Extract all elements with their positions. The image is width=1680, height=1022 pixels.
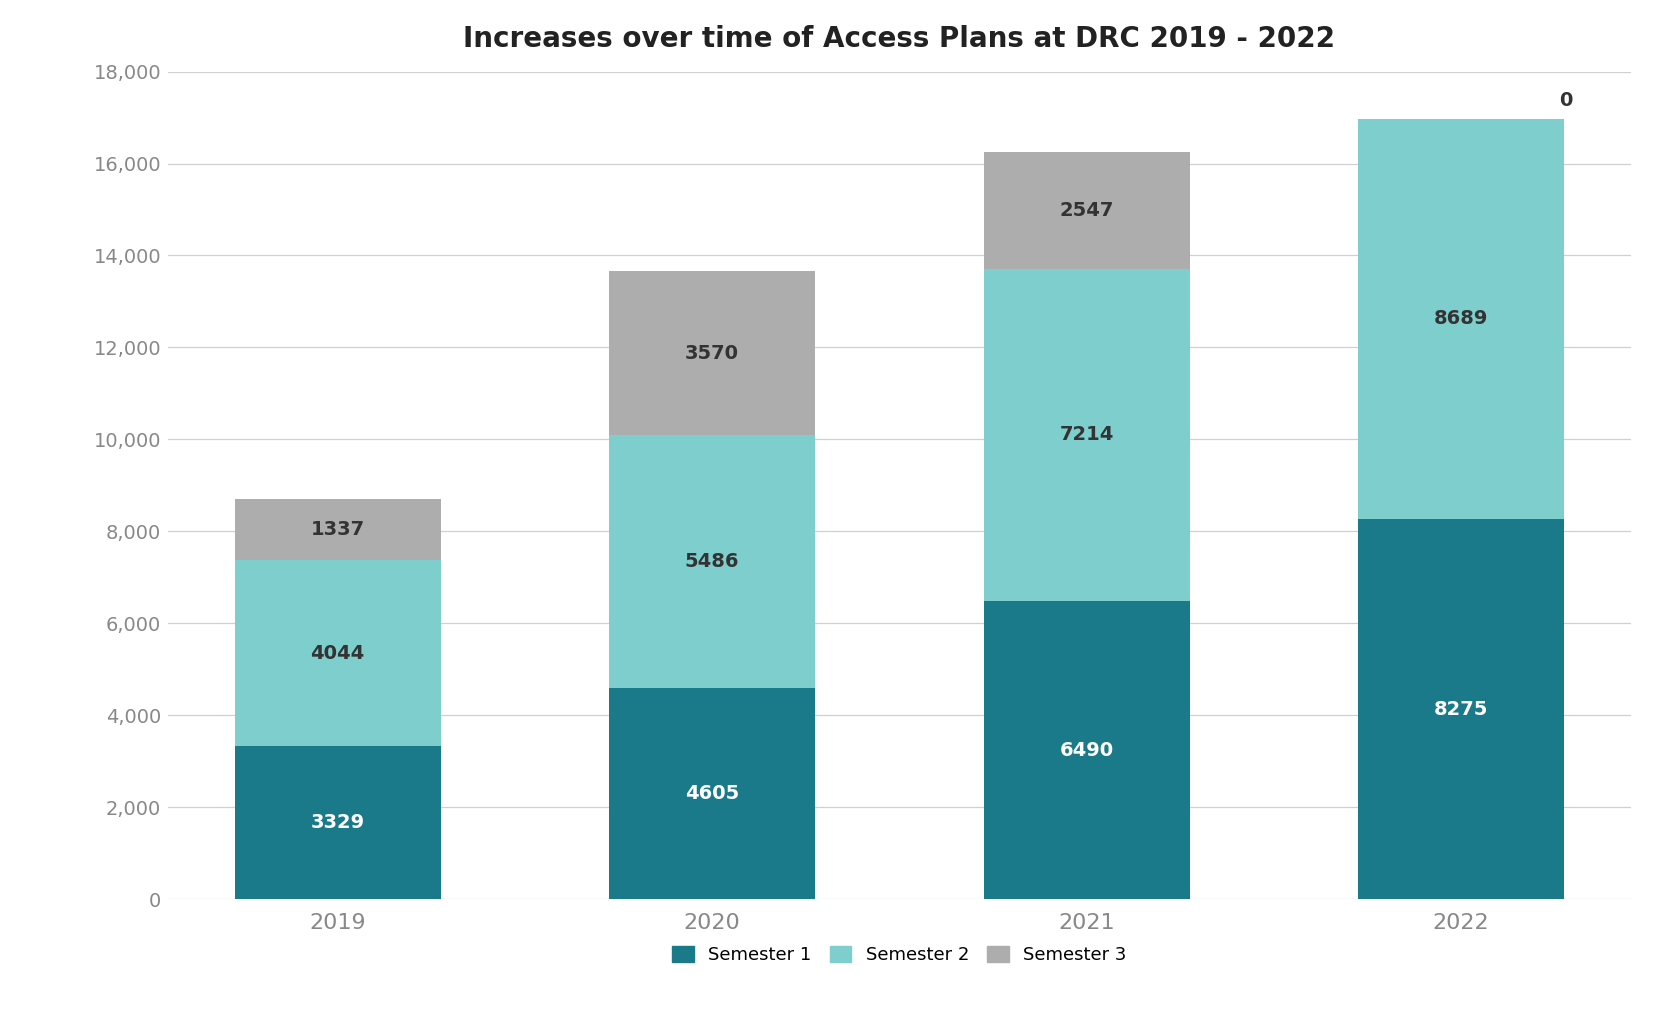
Text: 7214: 7214: [1058, 425, 1114, 445]
Text: 5486: 5486: [684, 552, 739, 571]
Bar: [235, 560, 440, 746]
Bar: [983, 269, 1189, 601]
Bar: [983, 152, 1189, 269]
Bar: [235, 499, 440, 560]
Text: 8275: 8275: [1433, 700, 1487, 718]
Text: 1337: 1337: [311, 520, 365, 539]
Bar: [608, 435, 815, 688]
Text: 4044: 4044: [311, 644, 365, 663]
Title: Increases over time of Access Plans at DRC 2019 - 2022: Increases over time of Access Plans at D…: [464, 25, 1334, 52]
Text: 3329: 3329: [311, 814, 365, 832]
Bar: [983, 601, 1189, 899]
Text: 8689: 8689: [1433, 310, 1487, 328]
Text: 0: 0: [1559, 91, 1572, 110]
Text: 3570: 3570: [685, 343, 739, 363]
Bar: [1357, 120, 1562, 519]
Legend: Semester 1, Semester 2, Semester 3: Semester 1, Semester 2, Semester 3: [662, 937, 1136, 973]
Bar: [608, 688, 815, 899]
Text: 2547: 2547: [1058, 201, 1114, 220]
Bar: [235, 746, 440, 899]
Bar: [608, 271, 815, 435]
Text: 4605: 4605: [684, 784, 739, 803]
Text: 6490: 6490: [1058, 741, 1112, 759]
Bar: [1357, 519, 1562, 899]
